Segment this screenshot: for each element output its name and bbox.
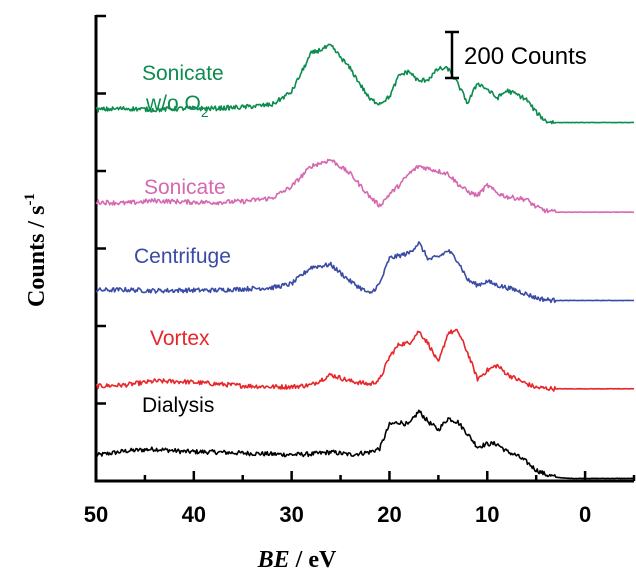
series-label-sonicate: Sonicate [144,176,226,199]
series-label-sonicate-wo-o2-line1: Sonicate [142,62,224,85]
series-line-vortex [95,328,635,392]
series-label-sonicate-wo-o2-main: w/o O [145,92,201,115]
x-tick-label: 0 [579,502,591,527]
x-tick-label: 20 [377,502,401,527]
x-axis-title: BE / eV [257,547,337,573]
scale-bar-label: 200 Counts [464,43,587,70]
series-label-centrifuge: Centrifuge [134,245,231,268]
axes [94,14,636,483]
x-tick-label: 40 [182,502,206,527]
x-tick-label: 10 [475,502,499,527]
series-line-sonicate-w-o-o2 [95,43,635,125]
x-tick-labels: 50 40 30 20 10 0 [84,502,591,527]
series-label-sonicate-wo-o2-sub: 2 [201,104,209,120]
y-axis-title: Counts / s-1 [22,193,50,307]
series-line-sonicate [95,158,635,214]
series-line-dialysis [95,409,635,480]
x-axis-title-unit: / eV [290,547,337,573]
y-axis-title-exponent: -1 [22,193,38,206]
x-tick-label: 50 [84,502,108,527]
series-label-dialysis: Dialysis [142,394,214,417]
spectra-traces [95,43,635,480]
series-line-centrifuge [95,241,635,304]
series-label-vortex: Vortex [150,327,210,350]
y-axis-title-main: Counts / s [24,206,50,307]
x-axis-title-main: BE [257,547,290,573]
scale-bar: 200 Counts [445,30,587,80]
series-label-sonicate-wo-o2-line2: w/o O2 [145,92,209,120]
x-tick-label: 30 [279,502,303,527]
